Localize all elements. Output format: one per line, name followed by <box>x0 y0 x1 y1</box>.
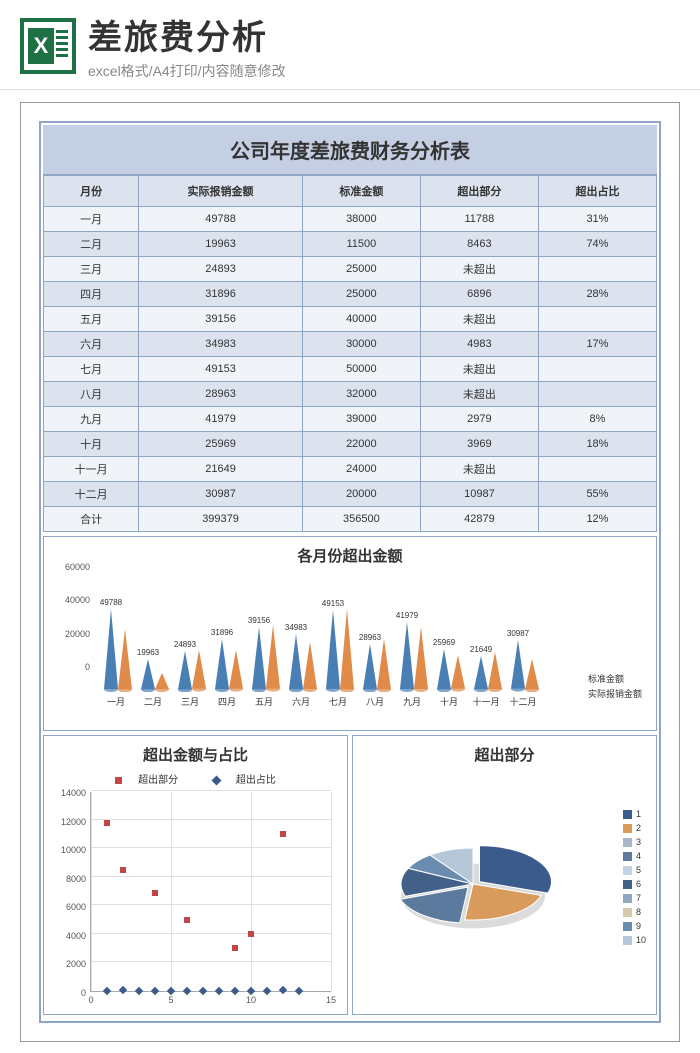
cone-chart: 各月份超出金额 0200004000060000 49788一月19963二月2… <box>43 536 657 731</box>
table-header: 标准金额 <box>302 176 420 207</box>
header-title: 差旅费分析 <box>88 10 680 59</box>
divider <box>0 89 700 90</box>
excel-icon: X <box>20 18 76 74</box>
table-header: 月份 <box>44 176 139 207</box>
pie-title: 超出部分 <box>353 736 656 769</box>
spreadsheet-preview: 公司年度差旅费财务分析表 月份实际报销金额标准金额超出部分超出占比 一月4978… <box>20 102 680 1042</box>
scatter-legend: 超出部分 超出占比 <box>44 769 347 788</box>
pie-legend: 12345678910 <box>623 809 646 949</box>
scatter-title: 超出金额与占比 <box>44 736 347 769</box>
scatter-chart: 超出金额与占比 超出部分 超出占比 0200040006000800010000… <box>43 735 348 1015</box>
table-header: 超出占比 <box>538 176 656 207</box>
table-header: 实际报销金额 <box>139 176 303 207</box>
cone-chart-title: 各月份超出金额 <box>44 537 656 570</box>
table-row: 八月2896332000未超出 <box>44 382 657 407</box>
table-header: 超出部分 <box>420 176 538 207</box>
table-row: 四月3189625000689628% <box>44 282 657 307</box>
main-title: 公司年度差旅费财务分析表 <box>43 125 657 175</box>
header-subtitle: excel格式/A4打印/内容随意修改 <box>88 61 680 81</box>
table-row: 六月3498330000498317% <box>44 332 657 357</box>
cone-legend: 标准金额 实际报销金额 <box>588 672 642 702</box>
table-row: 九月419793900029798% <box>44 407 657 432</box>
table-row: 七月4915350000未超出 <box>44 357 657 382</box>
pie-chart: 超出部分 12345678910 <box>352 735 657 1015</box>
table-row: 五月3915640000未超出 <box>44 307 657 332</box>
table-row: 合计3993793565004287912% <box>44 507 657 532</box>
table-row: 二月1996311500846374% <box>44 232 657 257</box>
table-row: 一月49788380001178831% <box>44 207 657 232</box>
data-table: 月份实际报销金额标准金额超出部分超出占比 一月49788380001178831… <box>43 175 657 532</box>
table-row: 十一月2164924000未超出 <box>44 457 657 482</box>
table-row: 十月2596922000396918% <box>44 432 657 457</box>
page-header: X 差旅费分析 excel格式/A4打印/内容随意修改 <box>0 0 700 89</box>
table-row: 三月2489325000未超出 <box>44 257 657 282</box>
table-row: 十二月30987200001098755% <box>44 482 657 507</box>
